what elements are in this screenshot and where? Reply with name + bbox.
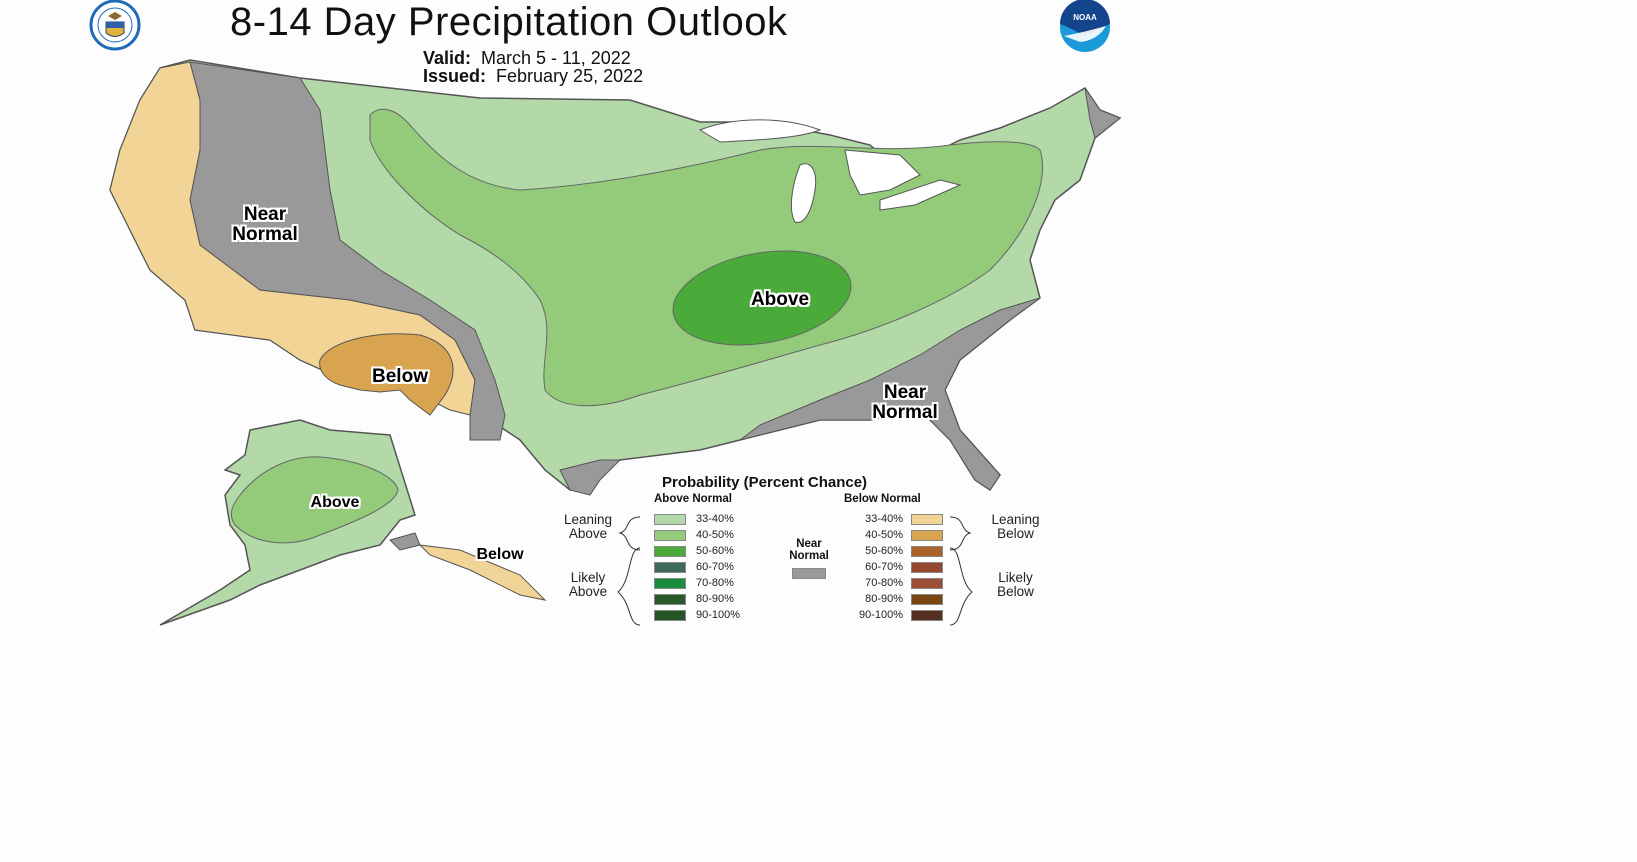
legend-above-row: 33-40% [654, 511, 740, 527]
legend-likely-below: Likely Below [997, 570, 1034, 599]
swatch-above-90-100 [654, 609, 686, 621]
issued-label: Issued: [423, 66, 487, 86]
legend-below-row: 40-50% [845, 527, 943, 543]
swatch-above-33-40 [654, 513, 686, 525]
legend-below-list: 33-40% 40-50% 50-60% 60-70% 70-80% 80-90… [845, 511, 943, 623]
legend-near-normal: Near Normal [779, 538, 839, 579]
swatch-below-70-80 [911, 577, 943, 589]
legend-likely-above: Likely Above [568, 570, 608, 599]
swatch-above-80-90 [654, 593, 686, 605]
legend-title: Probability (Percent Chance) [662, 474, 868, 491]
label-alaska-above: Above [310, 494, 360, 511]
swatch-below-33-40 [911, 513, 943, 525]
legend-below-row: 50-60% [845, 543, 943, 559]
legend-leaning-below: Leaning Below [991, 512, 1040, 541]
page-title: 8-14 Day Precipitation Outlook [230, 0, 788, 44]
swatch-above-60-70 [654, 561, 686, 573]
legend-below-row: 60-70% [845, 559, 943, 575]
legend-below-row: 70-80% [845, 575, 943, 591]
label-southwest-below: Below [372, 366, 428, 387]
legend-near-normal-label: Near Normal [789, 538, 829, 562]
near-normal-southeast [739, 297, 1041, 491]
valid-value: March 5 - 11, 2022 [481, 48, 631, 68]
valid-line: Valid: March 5 - 11, 2022 [423, 48, 631, 69]
swatch-near-normal [792, 568, 826, 579]
near-normal-maine-coast [1084, 87, 1121, 139]
issued-line: Issued: February 25, 2022 [423, 66, 643, 87]
legend-above-list: 33-40% 40-50% 50-60% 60-70% 70-80% 80-90… [654, 511, 740, 623]
lake-superior [698, 119, 822, 143]
legend-below-row: 80-90% [845, 591, 943, 607]
swatch-below-50-60 [911, 545, 943, 557]
brace-leaning-above [618, 516, 641, 551]
swatch-above-50-60 [654, 545, 686, 557]
label-alaska-panhandle-below: Below [476, 546, 524, 563]
swatch-below-60-70 [911, 561, 943, 573]
brace-leaning-below [949, 516, 972, 551]
label-southeast-near-normal: Near Normal [872, 382, 938, 423]
noaa-logo-text: NOAA [1073, 13, 1097, 22]
label-central-above: Above [750, 289, 810, 310]
brace-likely-below [949, 547, 973, 626]
legend-below-row: 33-40% [845, 511, 943, 527]
legend-above-row: 80-90% [654, 591, 740, 607]
legend-above-row: 50-60% [654, 543, 740, 559]
legend-above-row: 90-100% [654, 607, 740, 623]
legend-above-header: Above Normal [654, 493, 732, 505]
near-normal-west [189, 61, 506, 441]
legend-below-row: 90-100% [845, 607, 943, 623]
lake-huron [844, 149, 921, 196]
swatch-below-90-100 [911, 609, 943, 621]
alaska-near-normal [389, 532, 421, 551]
legend-above-row: 70-80% [654, 575, 740, 591]
near-normal-texas-coast [559, 459, 622, 496]
alaska-panhandle-below [418, 544, 547, 601]
above-50-60-ohio-valley [672, 250, 852, 346]
alaska-above-40-50 [230, 456, 399, 544]
legend-above-row: 40-50% [654, 527, 740, 543]
lake-erie [879, 179, 962, 211]
issued-value: February 25, 2022 [496, 66, 644, 86]
brace-likely-above [617, 547, 641, 626]
below-40-50-southwest [319, 333, 454, 416]
swatch-below-40-50 [911, 529, 943, 541]
swatch-below-80-90 [911, 593, 943, 605]
lake-michigan [790, 163, 817, 223]
swatch-above-70-80 [654, 577, 686, 589]
legend-below-header: Below Normal [844, 493, 921, 505]
legend-leaning-above: Leaning Above [563, 512, 613, 541]
noaa-logo-icon [1060, 0, 1110, 52]
swatch-above-40-50 [654, 529, 686, 541]
legend-above-row: 60-70% [654, 559, 740, 575]
valid-label: Valid: [423, 48, 472, 68]
label-west-near-normal: Near Normal [232, 204, 298, 245]
doc-seal-icon [89, 0, 141, 51]
